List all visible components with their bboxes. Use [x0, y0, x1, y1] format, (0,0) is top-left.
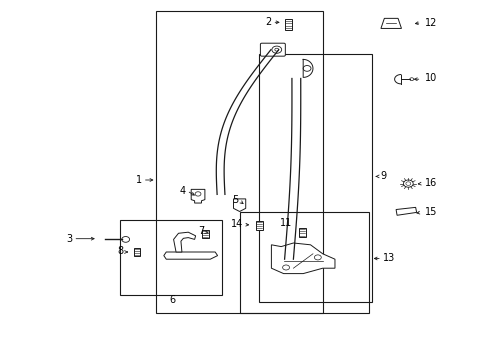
Bar [156, 11, 322, 313]
Text: 9: 9 [380, 171, 386, 181]
Text: 15: 15 [425, 207, 437, 217]
Circle shape [282, 265, 289, 270]
Circle shape [303, 66, 310, 71]
Text: 8: 8 [117, 246, 123, 256]
Circle shape [274, 48, 278, 51]
Text: 1: 1 [135, 175, 142, 185]
Text: 14: 14 [230, 219, 243, 229]
Text: 2: 2 [264, 17, 271, 27]
Bar [255, 220, 262, 230]
Circle shape [195, 192, 201, 196]
Polygon shape [271, 243, 334, 274]
Text: 12: 12 [425, 18, 437, 28]
Polygon shape [233, 199, 245, 211]
Polygon shape [163, 252, 217, 259]
Bar [202, 230, 208, 238]
Bar [284, 19, 292, 30]
Text: 10: 10 [425, 73, 437, 84]
Text: 6: 6 [169, 294, 175, 305]
Text: 3: 3 [66, 234, 72, 244]
Text: 4: 4 [179, 186, 185, 196]
Polygon shape [173, 232, 195, 252]
Circle shape [122, 237, 129, 242]
Polygon shape [191, 189, 204, 203]
Text: 16: 16 [425, 178, 437, 188]
Polygon shape [380, 18, 401, 28]
Circle shape [271, 46, 281, 53]
Bar [134, 248, 140, 256]
Bar [239, 212, 368, 313]
Circle shape [409, 78, 413, 81]
Circle shape [314, 255, 321, 260]
Polygon shape [395, 207, 416, 215]
Text: 13: 13 [382, 253, 394, 264]
Circle shape [403, 180, 412, 187]
Bar [298, 228, 305, 237]
Text: 11: 11 [280, 218, 292, 228]
Text: 7: 7 [198, 226, 204, 237]
Text: 5: 5 [232, 195, 238, 205]
Polygon shape [276, 250, 318, 262]
Circle shape [405, 182, 410, 185]
Bar [259, 54, 371, 302]
FancyBboxPatch shape [260, 43, 285, 56]
Bar [120, 220, 222, 295]
